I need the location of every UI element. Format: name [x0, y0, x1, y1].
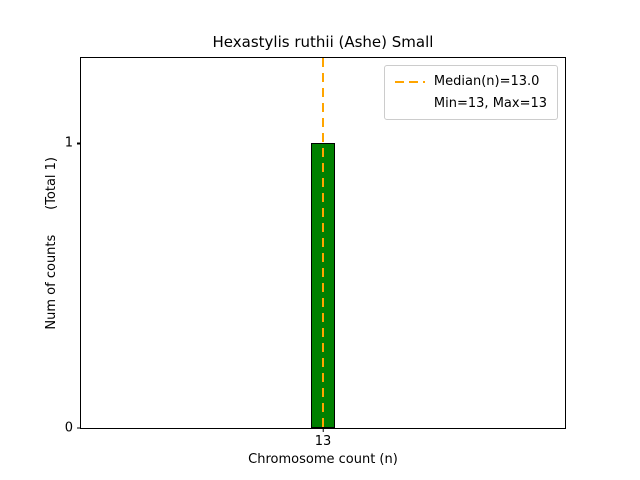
x-axis-label: Chromosome count (n) [248, 452, 398, 467]
x-tick-label: 13 [314, 434, 332, 449]
median-legend-swatch [394, 80, 425, 83]
median-line [322, 58, 324, 428]
y-tick-mark [77, 142, 81, 145]
y-tick-mark [77, 427, 81, 429]
chart-title: Hexastylis ruthii (Ashe) Small [212, 33, 434, 51]
legend: Median(n)=13.0 Min=13, Max=13 [383, 65, 558, 120]
legend-entry-median: Median(n)=13.0 [394, 74, 547, 89]
y-tick-label: 1 [64, 135, 73, 151]
legend-entry-minmax-label: Min=13, Max=13 [433, 96, 547, 111]
y-tick-0: 0 [65, 421, 81, 436]
y-axis-label-text: Num of counts (Total 1) [43, 156, 59, 330]
y-tick-1: 1 [65, 136, 81, 151]
legend-entry-minmax: Min=13, Max=13 [395, 96, 547, 111]
plot-area: Median(n)=13.0 Min=13, Max=13 1 0 13 [65, 57, 566, 449]
legend-entry-median-label: Median(n)=13.0 [433, 74, 540, 89]
x-tick-mark [322, 428, 324, 432]
y-tick-label: 0 [64, 420, 73, 436]
y-axis-label: Num of counts (Total 1) [42, 57, 60, 429]
x-tick-13: 13 [314, 428, 332, 449]
